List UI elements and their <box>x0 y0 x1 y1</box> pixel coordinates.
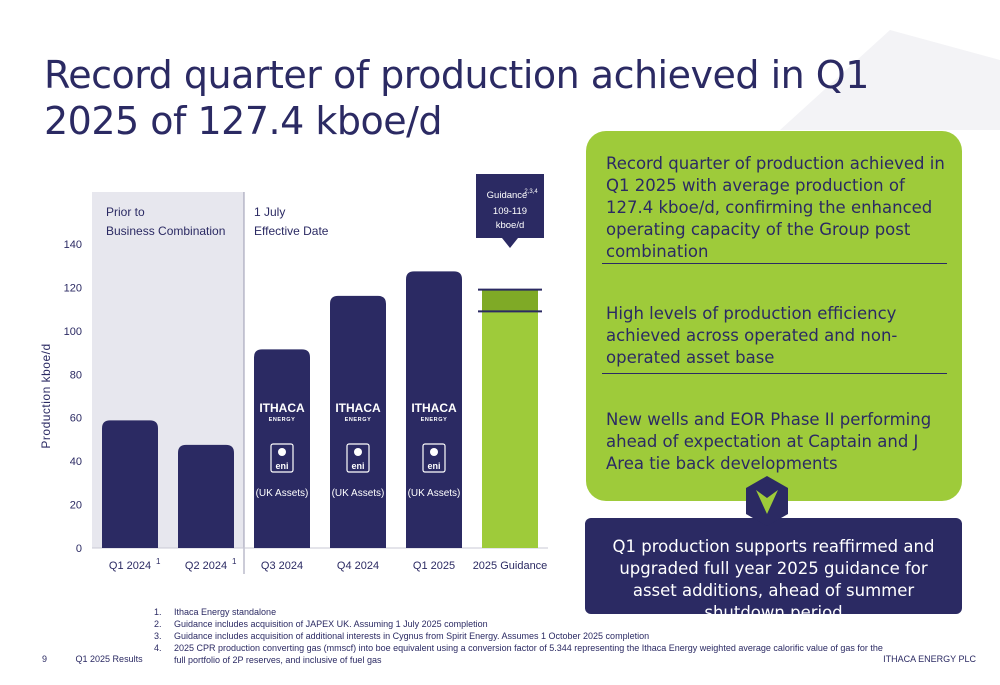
bar-q4-2024 <box>330 295 386 548</box>
y-axis-label: Production kboe/d <box>39 343 53 448</box>
bar-q2-2024 <box>178 444 234 548</box>
x-tick-label: Q2 2024 <box>185 560 227 572</box>
bar-2025-guidance <box>482 289 538 548</box>
footnote-number: 1. <box>154 607 162 617</box>
footnote-text: Ithaca Energy standalone <box>174 607 277 617</box>
region-label: 1 July <box>254 205 285 219</box>
highlight-record-quarter: Record quarter of production achieved in… <box>606 154 945 261</box>
x-tick-label: 2025 Guidance <box>473 560 548 572</box>
ithaca-logo-text: ITHACA <box>259 401 305 415</box>
ithaca-logo-subtext: ENERGY <box>421 417 448 423</box>
region-label: Effective Date <box>254 224 329 238</box>
eni-logo-frame <box>270 443 294 473</box>
ithaca-logo-text: ITHACA <box>335 401 381 415</box>
bar-q1-2024 <box>102 420 158 548</box>
footnote-text: Guidance includes acquisition of additio… <box>174 631 650 641</box>
guidance-callout-range: 109-119 <box>493 206 527 217</box>
footer-left: 9 Q1 2025 Results <box>42 654 169 664</box>
page-number: 9 <box>42 654 48 664</box>
highlight-divider <box>602 373 947 374</box>
y-tick-label: 100 <box>64 326 82 338</box>
y-tick-label: 80 <box>70 369 82 381</box>
y-tick-label: 140 <box>64 239 82 251</box>
page-title: Record quarter of production achieved in… <box>44 53 869 143</box>
footnote-2: 2. Guidance includes acquisition of JAPEX… <box>154 618 884 630</box>
footnote-text: Guidance includes acquisition of JAPEX U… <box>174 619 488 629</box>
guidance-callout <box>476 174 544 248</box>
bar-asset-label: (UK Assets) <box>408 488 461 499</box>
footnote-number: 3. <box>154 631 162 641</box>
y-tick-label: 60 <box>70 413 82 425</box>
footnote-text: 2025 CPR production converting gas (mmsc… <box>174 643 883 665</box>
x-tick-superscript: 1 <box>156 557 161 566</box>
footnote-4: 4. 2025 CPR production converting gas (mm… <box>154 642 884 666</box>
guidance-callout-superscript: 2,3,4 <box>524 189 538 195</box>
eni-logo-text: eni <box>351 461 364 471</box>
bar-q1-2025 <box>406 271 462 548</box>
highlight-new-wells: New wells and EOR Phase II performing ah… <box>606 410 932 473</box>
report-name: Q1 2025 Results <box>75 654 143 664</box>
footnote-3: 3. Guidance includes acquisition of addit… <box>154 630 884 642</box>
eni-logo-frame <box>346 443 370 473</box>
x-tick-label: Q3 2024 <box>261 560 303 572</box>
ithaca-logo-subtext: ENERGY <box>269 417 296 423</box>
x-tick-label: Q1 2024 <box>109 560 151 572</box>
eni-logo-text: eni <box>427 461 440 471</box>
x-tick-superscript: 1 <box>232 557 237 566</box>
production-chart: Prior to Business Combination 1 July Effect… <box>39 174 548 574</box>
footnote-1: 1. Ithaca Energy standalone <box>154 606 884 618</box>
summary-card: Q1 production supports reaffirmed and up… <box>585 518 962 622</box>
footnote-number: 2. <box>154 619 162 629</box>
ithaca-logo-subtext: ENERGY <box>345 417 372 423</box>
bar-asset-label: (UK Assets) <box>332 488 385 499</box>
arrow-down-icon <box>746 476 788 526</box>
x-tick-label: Q4 2024 <box>337 560 379 572</box>
y-tick-label: 120 <box>64 282 82 294</box>
guidance-callout-unit: kboe/d <box>496 220 525 231</box>
highlight-production-efficiency: High levels of production efficiency ach… <box>606 304 898 367</box>
bar-asset-label: (UK Assets) <box>256 488 309 499</box>
guidance-range-band <box>482 289 538 312</box>
x-tick-label: Q1 2025 <box>413 560 455 572</box>
footnote-number: 4. <box>154 643 162 653</box>
highlight-divider <box>602 263 947 264</box>
y-tick-label: 20 <box>70 500 82 512</box>
eni-logo-dog-icon <box>354 448 362 456</box>
y-tick-label: 0 <box>76 543 82 555</box>
ithaca-logo-text: ITHACA <box>411 401 457 415</box>
highlights-card: Record quarter of production achieved in… <box>586 131 962 501</box>
guidance-callout-title: Guidance <box>487 190 528 201</box>
footnotes: 1. Ithaca Energy standalone 2. Guidance inc… <box>154 606 884 666</box>
region-label: Prior to <box>106 205 145 219</box>
eni-logo-dog-icon <box>430 448 438 456</box>
y-tick-label: 40 <box>70 456 82 468</box>
eni-logo-text: eni <box>275 461 288 471</box>
region-label: Business Combination <box>106 224 225 238</box>
eni-logo-frame <box>422 443 446 473</box>
eni-logo-dog-icon <box>278 448 286 456</box>
company-name: ITHACA ENERGY PLC <box>883 654 976 664</box>
